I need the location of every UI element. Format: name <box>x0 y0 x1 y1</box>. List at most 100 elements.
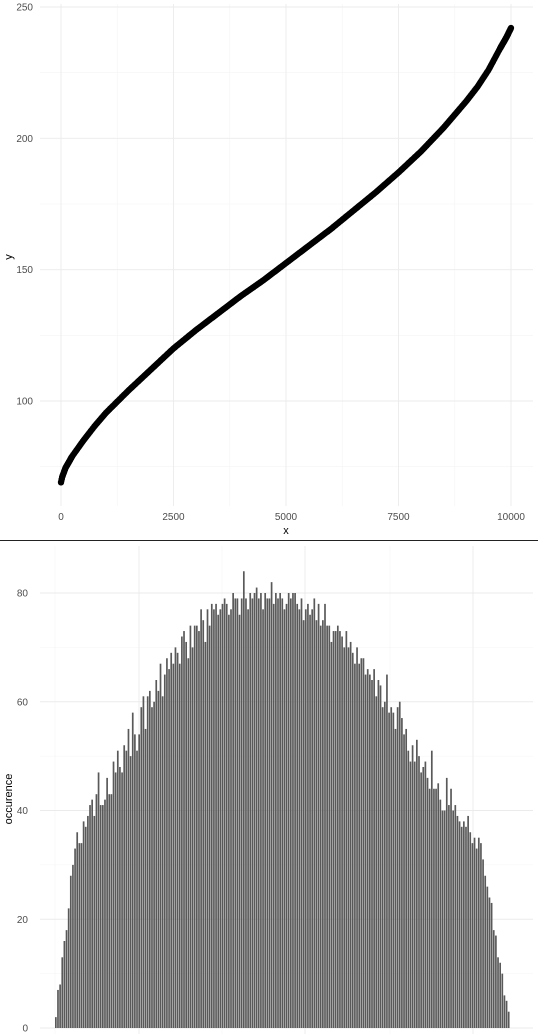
histogram-bar <box>160 664 162 1028</box>
x-tick-label: 7500 <box>387 512 410 523</box>
histogram-bar <box>420 772 422 1028</box>
histogram-bar <box>258 598 260 1028</box>
y-axis-label: y <box>3 254 15 260</box>
histogram-bar <box>367 669 369 1028</box>
scatter-chart: 0 2500 5000 7500 10000 100 150 200 250 x y <box>0 0 538 540</box>
histogram-bar <box>431 751 433 1028</box>
histogram-bar <box>401 718 403 1028</box>
histogram-bar <box>465 827 467 1028</box>
histogram-bar <box>153 702 155 1028</box>
histogram-bar <box>219 609 221 1028</box>
x-tick-label: 5000 <box>275 512 298 523</box>
histogram-bar <box>179 664 181 1028</box>
histogram-bar <box>288 593 290 1028</box>
histogram-bar <box>305 609 307 1028</box>
histogram-bar <box>207 609 209 1028</box>
histogram-bar <box>239 615 241 1028</box>
histogram-bar <box>241 598 243 1028</box>
x-tick-label: 2500 <box>162 512 185 523</box>
histogram-bar <box>318 604 320 1028</box>
histogram-bar <box>373 669 375 1028</box>
histogram-bar <box>260 593 262 1028</box>
histogram-bar <box>363 658 365 1028</box>
histogram-bar <box>200 609 202 1028</box>
histogram-bar <box>85 827 87 1028</box>
y-tick-label: 100 <box>16 397 33 408</box>
histogram-bar <box>371 680 373 1028</box>
histogram-bar <box>273 604 275 1028</box>
histogram-bar <box>83 821 85 1028</box>
histogram-bar <box>474 838 476 1028</box>
histogram-bar <box>57 990 59 1028</box>
y-tick-label: 0 <box>22 1024 28 1034</box>
histogram-bar <box>429 789 431 1028</box>
histogram-bar <box>64 941 66 1028</box>
histogram-bar <box>61 957 63 1028</box>
histogram-bar <box>166 658 168 1028</box>
histogram-bar <box>354 664 356 1028</box>
y-tick-label: 40 <box>17 806 29 817</box>
histogram-bar <box>198 631 200 1028</box>
histogram-bar <box>130 756 132 1028</box>
histogram-bar <box>145 729 147 1028</box>
histogram-bar <box>140 707 142 1028</box>
histogram-bar <box>68 908 70 1028</box>
histogram-bar <box>264 593 266 1028</box>
histogram-bars <box>55 571 510 1028</box>
histogram-bar <box>76 832 78 1028</box>
histogram-bar <box>405 729 407 1028</box>
histogram-bar <box>102 805 104 1028</box>
chart-divider <box>0 540 538 541</box>
histogram-bar <box>506 1001 508 1028</box>
histogram-bar <box>326 626 328 1028</box>
y-tick-label: 80 <box>17 589 29 600</box>
histogram-bar <box>346 631 348 1028</box>
histogram-bar <box>89 805 91 1028</box>
histogram-bar <box>375 696 377 1028</box>
histogram-bar <box>309 615 311 1028</box>
histogram-bar <box>292 593 294 1028</box>
histogram-bar <box>249 593 251 1028</box>
histogram-bar <box>307 604 309 1028</box>
histogram-bar <box>337 626 339 1028</box>
histogram-bar <box>476 849 478 1028</box>
y-tick-label: 20 <box>17 915 29 926</box>
histogram-bar <box>324 604 326 1028</box>
histogram-bar <box>478 838 480 1028</box>
histogram-bar <box>360 658 362 1028</box>
histogram-bar <box>81 843 83 1028</box>
histogram-bar <box>254 593 256 1028</box>
histogram-bar <box>495 936 497 1028</box>
histogram-bar <box>185 642 187 1028</box>
histogram-bar <box>440 800 442 1028</box>
histogram-bar <box>72 865 74 1028</box>
histogram-bar <box>87 816 89 1028</box>
histogram-bar <box>414 762 416 1028</box>
histogram-bar <box>303 620 305 1028</box>
histogram-bar <box>442 811 444 1029</box>
histogram-bar <box>437 783 439 1028</box>
histogram-bar <box>187 658 189 1028</box>
histogram-bar <box>425 762 427 1028</box>
histogram-bar <box>435 789 437 1028</box>
histogram-bar <box>192 647 194 1028</box>
histogram-bar <box>433 789 435 1028</box>
histogram-bar <box>123 745 125 1028</box>
histogram-bar <box>472 843 474 1028</box>
histogram-bar <box>328 626 330 1028</box>
y-tick-label: 60 <box>17 697 29 708</box>
histogram-bar <box>177 653 179 1028</box>
x-tick-label: 10000 <box>497 512 525 523</box>
histogram-bar <box>487 887 489 1028</box>
histogram-bar <box>190 626 192 1028</box>
histogram-bar <box>66 930 68 1028</box>
histogram-bar <box>339 631 341 1028</box>
scatter-grid <box>40 4 533 506</box>
histogram-bar <box>168 669 170 1028</box>
histogram-bar <box>224 598 226 1028</box>
histogram-bar <box>296 604 298 1028</box>
histogram-bar <box>358 664 360 1028</box>
histogram-bar <box>93 816 95 1028</box>
histogram-bar <box>382 707 384 1028</box>
histogram-bar <box>320 626 322 1028</box>
